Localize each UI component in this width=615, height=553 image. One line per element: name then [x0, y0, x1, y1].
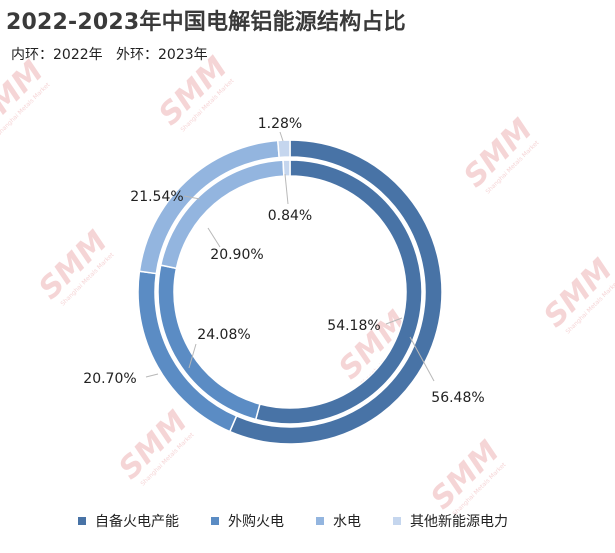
- outer-leader-line-other-renewable: [279, 131, 284, 142]
- legend-label: 其他新能源电力: [410, 514, 508, 530]
- legend-swatch: [211, 517, 219, 525]
- legend-label: 水电: [333, 514, 361, 530]
- outer-leader-line-hydro: [183, 195, 201, 200]
- inner-ring-prefix: 内环：: [11, 47, 53, 63]
- legend-swatch: [393, 517, 401, 525]
- outer-data-label-other-renewable: 1.28%: [258, 116, 302, 132]
- legend-item-other-renewable: 其他新能源电力: [393, 511, 508, 531]
- outer-ring-slice-other-renewable: [276, 139, 291, 159]
- chart-legend: 自备火电产能 外购火电 水电 其他新能源电力: [78, 511, 508, 531]
- legend-label: 自备火电产能: [95, 514, 179, 530]
- inner-leader-line-purchased-thermal: [188, 343, 197, 369]
- inner-leader-line-other-renewable: [284, 173, 289, 205]
- outer-ring-year: 2023年: [158, 47, 208, 63]
- inner-ring-slice-other-renewable: [282, 159, 291, 177]
- legend-label: 外购火电: [228, 514, 284, 530]
- legend-swatch: [78, 517, 86, 525]
- inner-data-label-other-renewable: 0.84%: [268, 208, 312, 224]
- inner-data-label-purchased-thermal: 24.08%: [197, 327, 250, 343]
- legend-item-purchased-thermal: 外购火电: [211, 511, 284, 531]
- inner-leader-line-hydro: [207, 227, 221, 248]
- outer-data-label-purchased-thermal: 20.70%: [83, 371, 136, 387]
- legend-item-hydro: 水电: [316, 511, 361, 531]
- legend-swatch: [316, 517, 324, 525]
- outer-leader-line-self-thermal: [409, 336, 435, 382]
- chart-title: 2022-2023年中国电解铝能源结构占比: [6, 10, 406, 35]
- outer-data-label-hydro: 21.54%: [130, 189, 183, 205]
- outer-ring-prefix: 外环：: [116, 47, 158, 63]
- inner-ring-year: 2022年: [53, 47, 103, 63]
- inner-data-label-self-thermal: 54.18%: [327, 318, 380, 334]
- outer-data-label-self-thermal: 56.48%: [431, 390, 484, 406]
- inner-data-label-hydro: 20.90%: [210, 247, 263, 263]
- chart-subtitle: 内环：2022年 外环：2023年: [11, 44, 208, 64]
- inner-leader-line-self-thermal: [385, 317, 403, 325]
- outer-leader-line-purchased-thermal: [145, 373, 159, 378]
- legend-item-self-thermal: 自备火电产能: [78, 511, 179, 531]
